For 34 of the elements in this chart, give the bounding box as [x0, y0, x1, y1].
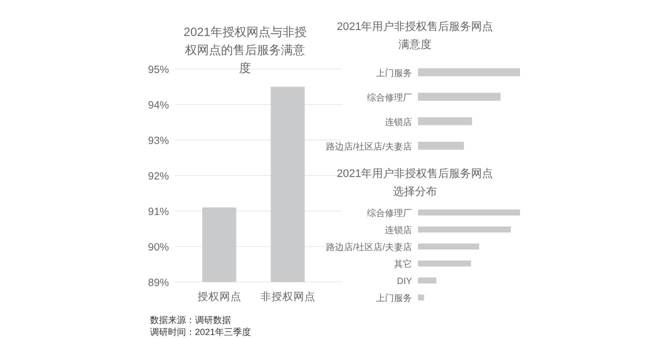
y-tick-label: 91% — [148, 206, 169, 218]
y-tick-label: 综合修理厂 — [367, 92, 412, 102]
chart-title: 2021年用户非授权售后服务网点满意度 — [336, 20, 494, 51]
bar — [418, 210, 520, 216]
y-tick-label: 93% — [148, 135, 169, 147]
bar — [418, 278, 436, 284]
text: 调研时间：2021年三季度 — [150, 327, 252, 337]
y-tick-label: 94% — [148, 100, 169, 112]
y-tick-label: 上门服务 — [376, 293, 412, 303]
y-tick-label: 其它 — [394, 259, 412, 269]
x-tick-label: 非授权网点 — [260, 290, 316, 303]
bar — [418, 294, 424, 300]
bar — [418, 260, 472, 266]
y-tick-label: 路边店/社区店/夫妻店 — [326, 141, 412, 152]
chart-title: 2021年用户非授权售后服务网点选择分布 — [336, 167, 494, 198]
x-tick-label: 授权网点 — [197, 290, 242, 303]
chart-title: 2021年授权网点与非授权网点的售后服务满意度 — [184, 25, 306, 75]
bar — [418, 68, 520, 76]
y-tick-label: 路边店/社区店/夫妻店 — [326, 242, 412, 252]
bar — [418, 244, 480, 250]
y-tick-label: 综合修理厂 — [367, 208, 412, 218]
bar — [418, 117, 472, 126]
bar — [418, 226, 511, 232]
source-note: 数据来源：调研数据 — [150, 315, 231, 325]
bar — [418, 142, 464, 150]
y-tick-label: 92% — [148, 170, 169, 182]
y-tick-label: 95% — [148, 64, 169, 76]
y-tick-label: 90% — [148, 242, 169, 254]
y-tick-label: 上门服务 — [376, 68, 412, 78]
y-tick-label: DIY — [396, 276, 412, 286]
y-tick-label: 连锁店 — [385, 225, 412, 235]
y-tick-label: 89% — [148, 277, 169, 289]
y-tick-label: 连锁店 — [385, 116, 412, 127]
bar — [418, 92, 501, 101]
